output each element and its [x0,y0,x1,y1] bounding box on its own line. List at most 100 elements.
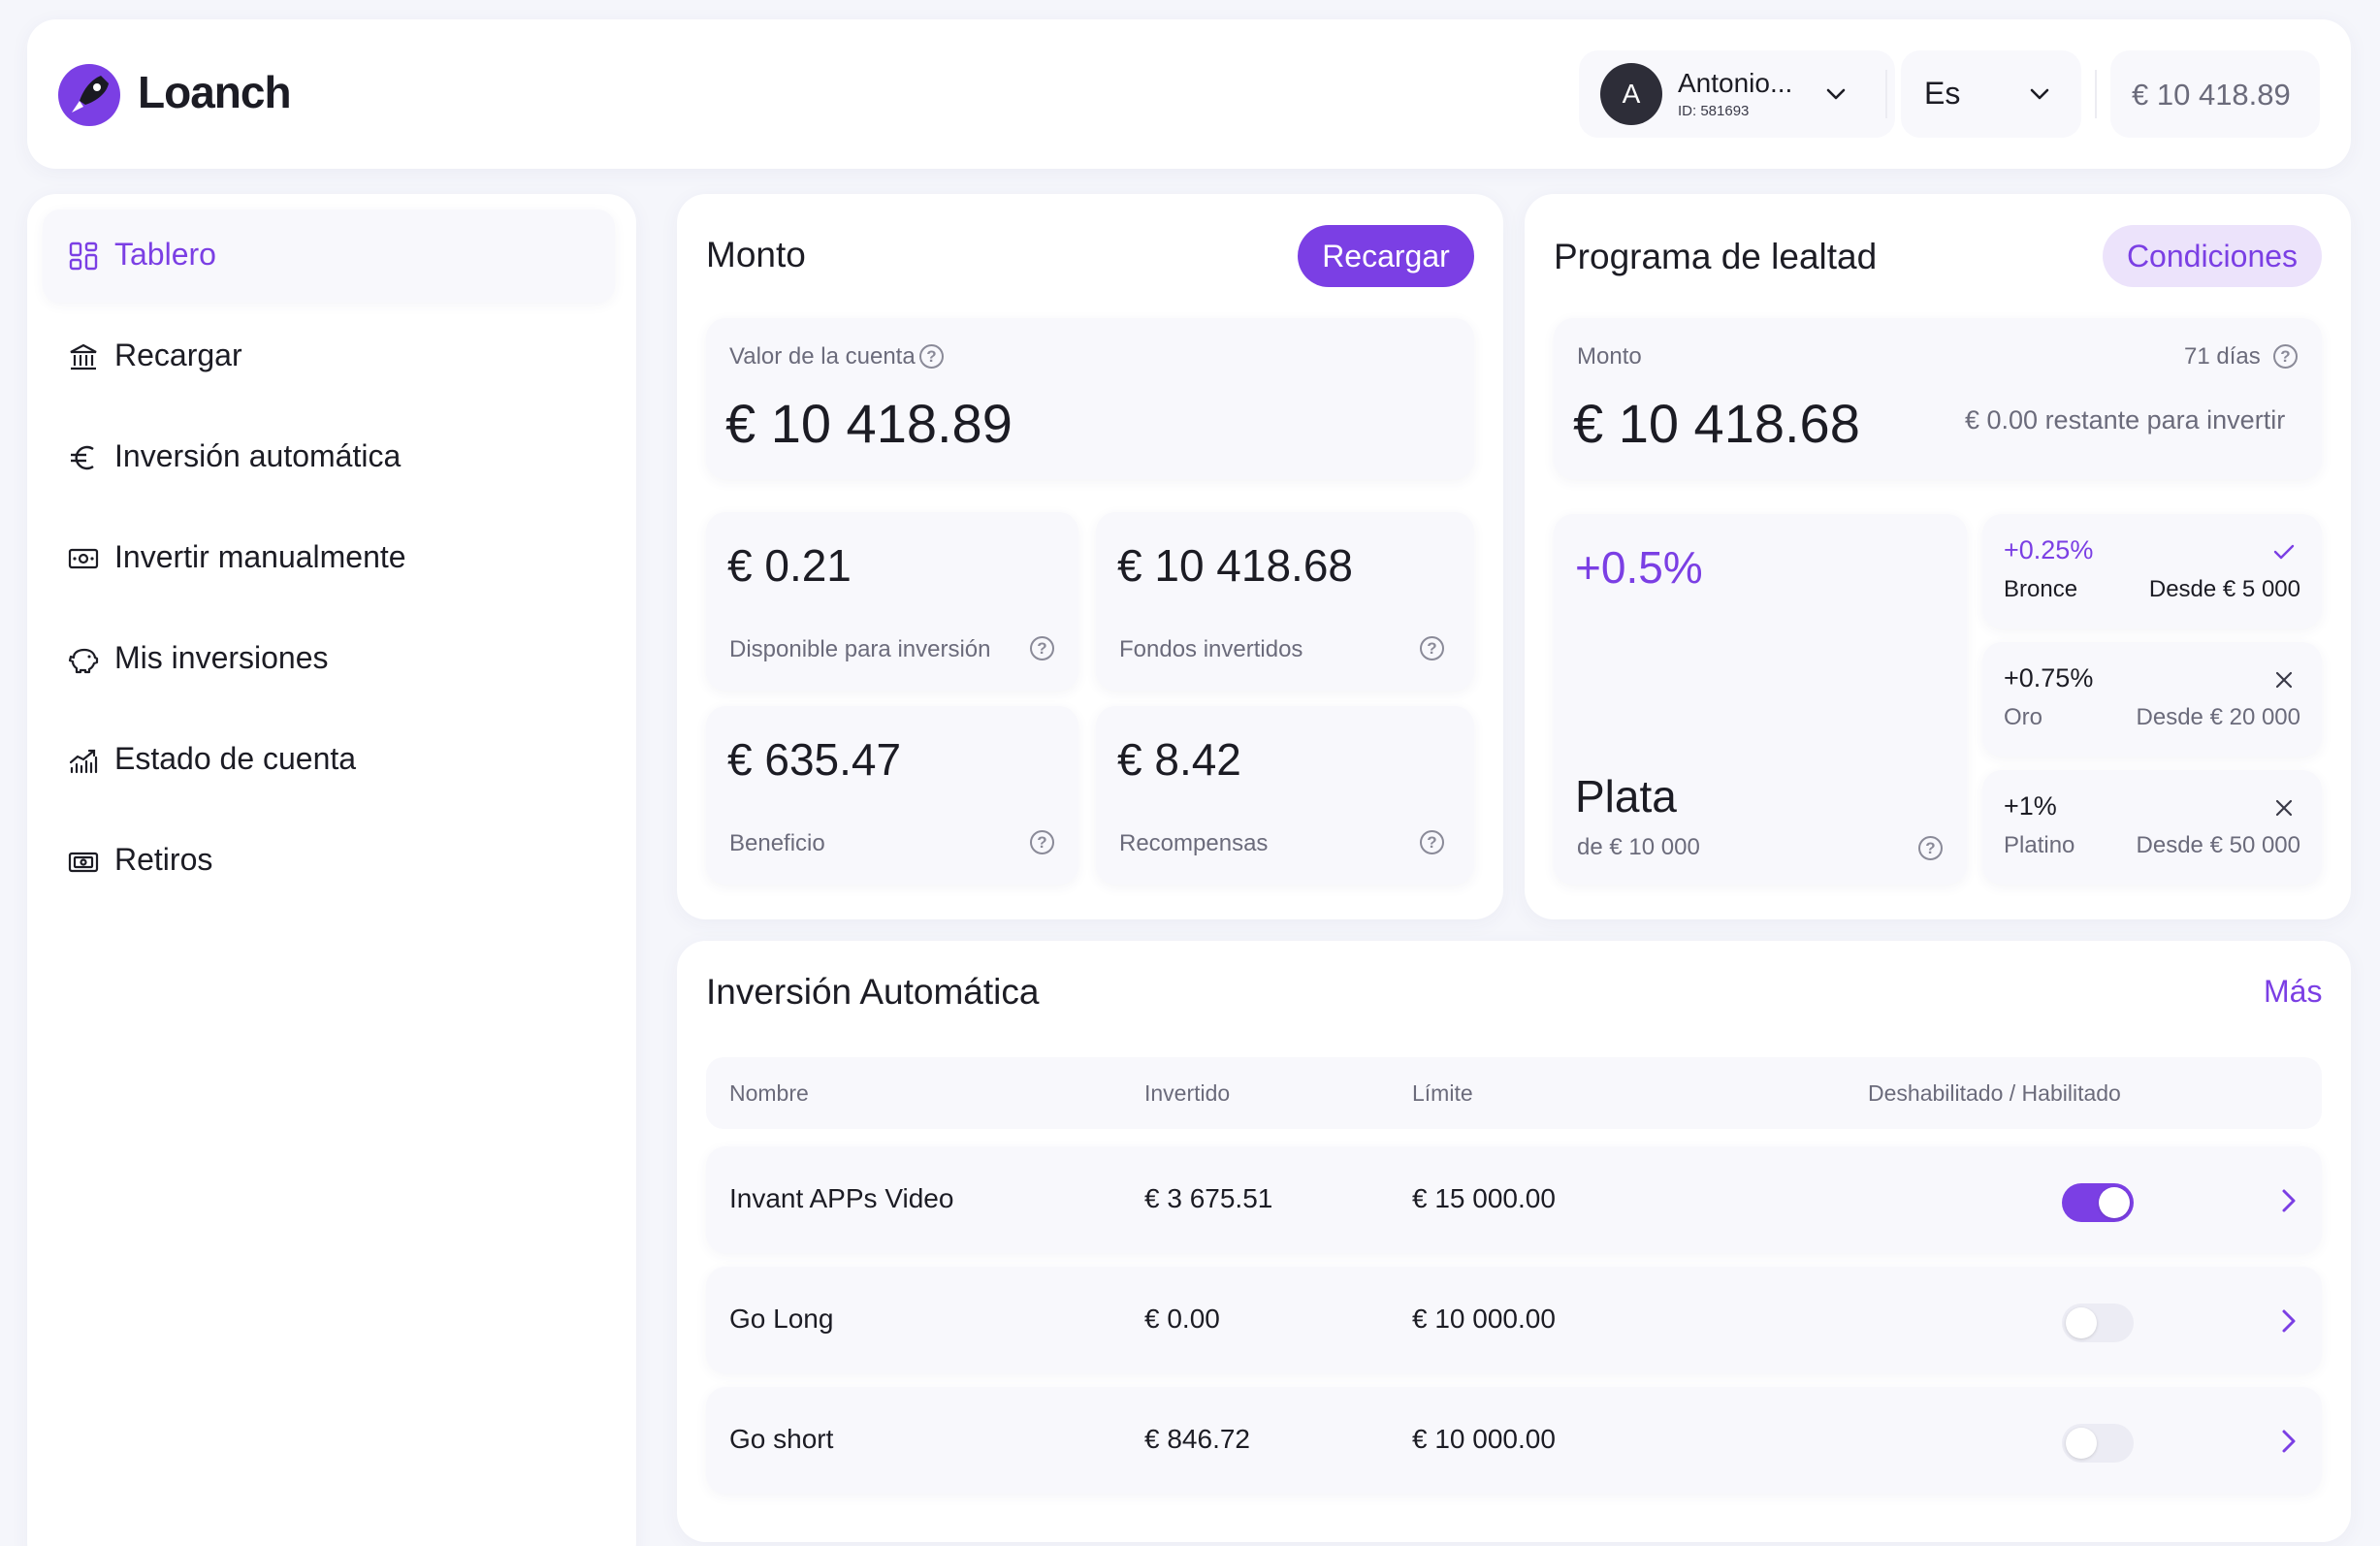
help-icon[interactable]: ? [1918,836,1943,860]
x-icon [2275,799,2293,817]
table-row[interactable]: Go Long € 0.00 € 10 000.00 [706,1267,2322,1373]
level-name: Oro [2004,704,2043,730]
rewards-tile: € 8.42 Recompensas ? [1096,706,1474,885]
level-from: Desde € 50 000 [2136,832,2300,858]
sidebar-item-label: Invertir manualmente [114,539,406,574]
x-icon [2275,671,2293,689]
check-icon [2273,544,2295,560]
loyalty-amount-label: Monto [1577,343,1642,370]
help-icon[interactable]: ? [1420,636,1444,660]
sidebar: Tablero Recargar Inversión automática In… [27,194,636,1546]
row-limit: € 10 000.00 [1412,1424,1556,1454]
help-icon[interactable]: ? [1030,636,1054,660]
sidebar-item-label: Retiros [114,842,213,877]
chevron-down-icon [2030,88,2049,100]
available-tile: € 0.21 Disponible para inversión ? [706,512,1078,691]
user-id: ID: 581693 [1678,103,1750,119]
level-platino-tile: +1% Platino Desde € 50 000 [1982,770,2322,885]
sidebar-item-label: Inversión automática [114,438,402,473]
chevron-right-icon[interactable] [2267,1300,2310,1342]
loyalty-amount-tile: Monto 71 días ? € 10 418.68 € 0.00 resta… [1554,318,2322,479]
sidebar-item-inversion-automatica[interactable]: Inversión automática [43,411,615,504]
rocket-logo-icon [58,64,120,126]
toggle-knob [2066,1307,2097,1338]
level-oro-tile: +0.75% Oro Desde € 20 000 [1982,642,2322,757]
enable-toggle[interactable] [2062,1183,2134,1222]
level-name: Platino [2004,832,2075,858]
sidebar-item-estado-de-cuenta[interactable]: Estado de cuenta [43,714,615,807]
chevron-down-icon [1826,88,1846,100]
chevron-right-icon[interactable] [2267,1420,2310,1463]
brand-name: Loanch [138,67,292,117]
row-invested: € 846.72 [1144,1424,1250,1454]
row-name: Go short [729,1424,834,1454]
loyalty-card: Programa de lealtad Condiciones Monto 71… [1525,194,2351,919]
row-name: Go Long [729,1304,834,1334]
grid-icon [69,242,98,271]
rewards-value: € 8.42 [1117,734,1241,785]
profit-value: € 635.47 [727,734,902,785]
current-level-name: Plata [1575,771,1677,821]
divider [1885,70,1887,118]
wallet-icon [68,852,99,873]
column-header-toggle: Deshabilitado / Habilitado [1868,1080,2121,1106]
toggle-knob [2099,1187,2130,1218]
help-icon[interactable]: ? [919,344,944,369]
current-level-tile: +0.5% Plata de € 10 000 ? [1554,514,1967,885]
level-rate: +1% [2004,791,2057,821]
sidebar-item-recargar[interactable]: Recargar [43,310,615,403]
amount-card: Monto Recargar Valor de la cuenta ? € 10… [677,194,1503,919]
level-name: Bronce [2004,576,2078,602]
language-select[interactable]: Es [1901,50,2081,138]
chart-icon [69,749,98,774]
conditions-button[interactable]: Condiciones [2103,225,2322,287]
enable-toggle[interactable] [2062,1304,2134,1342]
column-header-name: Nombre [729,1080,809,1106]
row-limit: € 10 000.00 [1412,1304,1556,1334]
row-name: Invant APPs Video [729,1183,954,1213]
top-header: Loanch A Antonio... ID: 581693 Es € 10 4… [27,19,2351,169]
chevron-right-icon[interactable] [2267,1179,2310,1222]
divider [2095,70,2097,118]
current-level-threshold: de € 10 000 [1577,834,1700,860]
user-menu[interactable]: A Antonio... ID: 581693 [1579,50,1895,138]
column-header-limit: Límite [1412,1080,1473,1106]
help-icon[interactable]: ? [1030,830,1054,854]
sidebar-item-tablero[interactable]: Tablero [43,209,615,303]
more-link[interactable]: Más [2264,974,2323,1009]
invested-funds-value: € 10 418.68 [1117,540,1354,591]
table-row[interactable]: Go short € 846.72 € 10 000.00 [706,1387,2322,1494]
avatar: A [1600,63,1662,125]
sidebar-item-invertir-manualmente[interactable]: Invertir manualmente [43,512,615,605]
table-header: Nombre Invertido Límite Deshabilitado / … [706,1057,2322,1129]
help-icon[interactable]: ? [2273,344,2298,369]
balance-value: € 10 418.89 [2132,78,2291,112]
account-value-label: Valor de la cuenta [729,343,916,370]
card-title: Monto [706,235,806,274]
balance-display: € 10 418.89 [2110,50,2320,138]
sidebar-item-label: Estado de cuenta [114,741,357,776]
user-name: Antonio... [1678,68,1793,98]
sidebar-item-label: Tablero [114,237,216,272]
language-value: Es [1924,76,1961,111]
help-icon[interactable]: ? [1420,830,1444,854]
enable-toggle[interactable] [2062,1424,2134,1463]
days-remaining: 71 días [2184,343,2261,370]
sidebar-item-mis-inversiones[interactable]: Mis inversiones [43,613,615,706]
card-title: Inversión Automática [706,972,1040,1012]
level-rate: +0.75% [2004,663,2094,692]
card-title: Programa de lealtad [1554,237,1878,276]
account-value-tile: Valor de la cuenta ? € 10 418.89 [706,318,1474,479]
table-row[interactable]: Invant APPs Video € 3 675.51 € 15 000.00 [706,1146,2322,1253]
column-header-invested: Invertido [1144,1080,1231,1106]
recharge-button[interactable]: Recargar [1298,225,1474,287]
bank-icon [70,343,97,370]
level-rate: +0.25% [2004,535,2094,564]
sidebar-item-retiros[interactable]: Retiros [43,815,615,908]
profit-label: Beneficio [729,830,825,856]
sidebar-item-label: Recargar [114,338,242,372]
row-limit: € 15 000.00 [1412,1183,1556,1213]
available-label: Disponible para inversión [729,636,991,662]
piggy-bank-icon [68,648,99,674]
invested-funds-tile: € 10 418.68 Fondos invertidos ? [1096,512,1474,691]
